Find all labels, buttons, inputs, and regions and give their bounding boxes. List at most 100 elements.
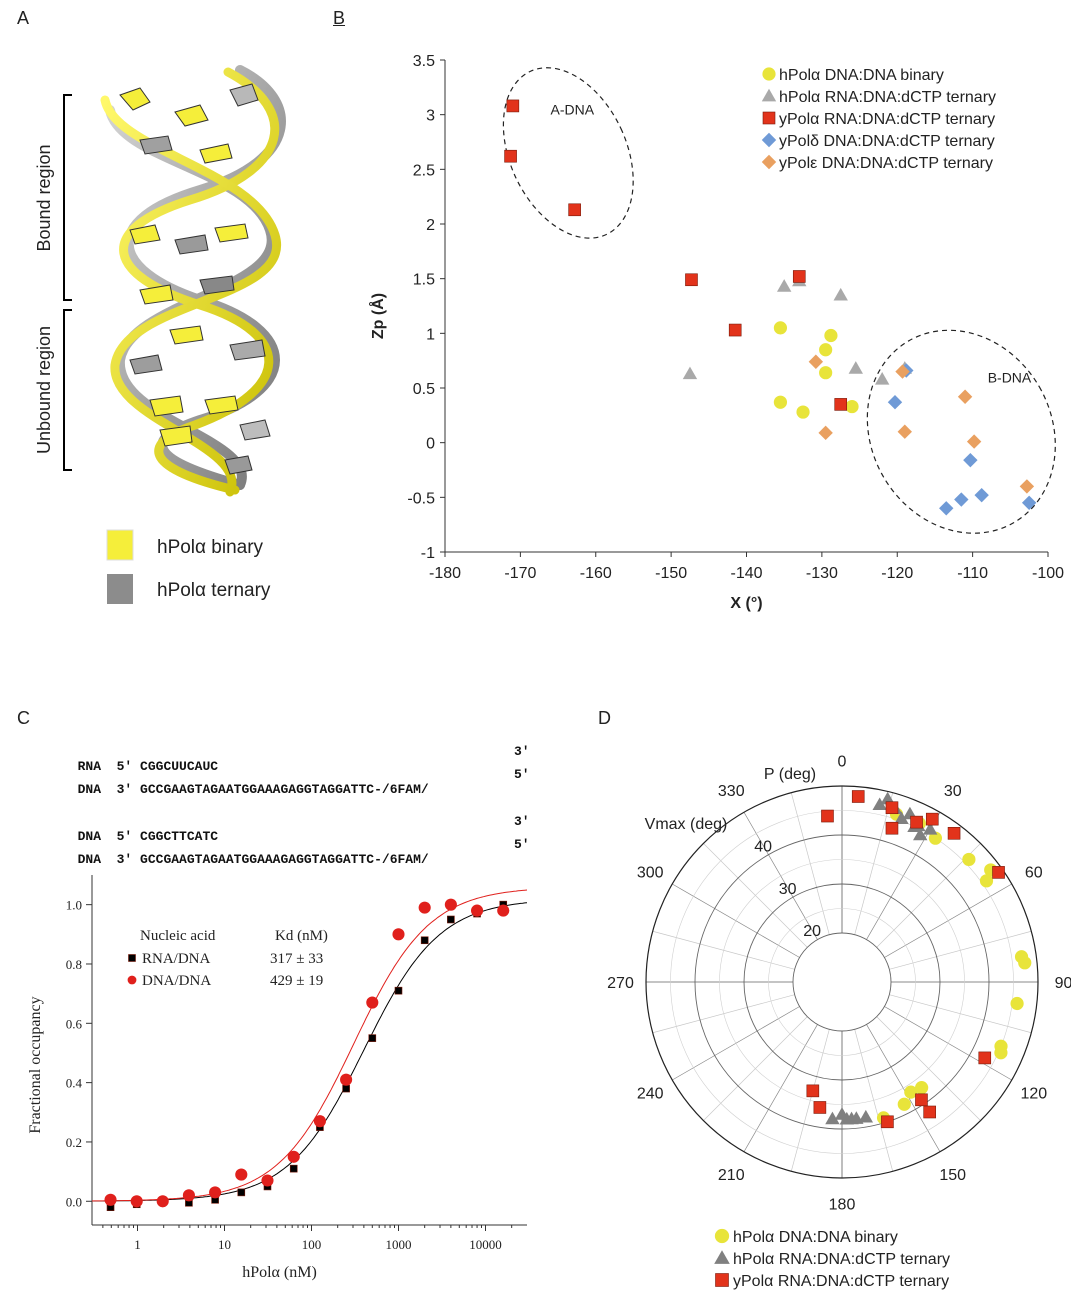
legend-swatch-ternary xyxy=(107,574,133,604)
legend-label: RNA/DNA xyxy=(142,951,211,967)
sequence-line-4: DNA 3′ GCCGAAGTAGAATGGAAAGAGGTAGGATTC-/6… xyxy=(62,837,429,867)
x-tick-label: -110 xyxy=(957,565,988,582)
data-point xyxy=(994,1046,1008,1060)
data-point xyxy=(182,1189,195,1202)
angle-tick-label: 60 xyxy=(1025,864,1043,881)
legend-label: hPolα RNA:DNA:dCTP ternary xyxy=(733,1251,950,1268)
data-point xyxy=(834,1107,850,1120)
data-point xyxy=(966,434,982,449)
data-point xyxy=(928,831,943,845)
data-point xyxy=(808,354,824,369)
data-point xyxy=(444,898,457,911)
legend-swatch-binary xyxy=(106,529,134,561)
data-point xyxy=(366,996,379,1009)
x-tick-label: 10000 xyxy=(469,1237,502,1252)
data-point xyxy=(340,1073,353,1086)
data-point xyxy=(897,1097,911,1111)
strand-end-left: 3′ xyxy=(116,852,133,867)
y-tick-label: 2 xyxy=(426,217,435,234)
data-point xyxy=(923,822,938,835)
panel-a-legend: hPolα binary hPolα ternary xyxy=(106,529,271,604)
x-tick-label: -120 xyxy=(881,565,913,582)
polar-minor-ring xyxy=(719,859,965,1105)
legend-marker xyxy=(761,88,777,102)
sequence-end-1: 3′ xyxy=(514,744,530,759)
data-point xyxy=(313,1115,326,1128)
data-point xyxy=(872,797,887,811)
angle-tick-label: 210 xyxy=(718,1167,745,1184)
strand-end-left: 5′ xyxy=(116,759,133,774)
legend-label: DNA/DNA xyxy=(142,973,211,989)
angle-axis-title: P (deg) xyxy=(764,766,816,783)
dna-structure-illustration xyxy=(100,65,286,497)
data-point xyxy=(685,273,698,287)
data-point xyxy=(1010,996,1024,1011)
strand-label: DNA xyxy=(77,852,102,867)
data-point xyxy=(845,399,859,414)
data-point xyxy=(962,852,976,867)
data-point xyxy=(963,452,978,468)
legend-label-binary: hPolα binary xyxy=(157,537,264,558)
polar-outer-ring xyxy=(645,785,1039,1179)
legend-marker xyxy=(714,1250,730,1264)
b-dna-annotation: B-DNA xyxy=(988,370,1032,386)
sequence-text: CGGCUUCAUC xyxy=(140,759,219,774)
data-point xyxy=(342,1084,350,1093)
data-point xyxy=(1018,956,1032,970)
data-point xyxy=(939,501,954,516)
data-point xyxy=(904,1085,918,1099)
sequence-line-1: RNA 5′ CGGCUUCAUC xyxy=(62,744,218,774)
panel-label-c: C xyxy=(17,708,30,728)
data-point xyxy=(818,425,833,441)
legend-marker xyxy=(127,975,137,985)
data-point xyxy=(897,424,912,439)
data-point xyxy=(825,1111,840,1125)
data-point xyxy=(858,1109,874,1123)
x-axis-title: X (°) xyxy=(730,595,762,612)
sequence-text: GCCGAAGTAGAATGGAAAGAGGTAGGATTC-/6FAM/ xyxy=(140,852,429,867)
radius-tick-label: 30 xyxy=(779,881,797,898)
data-point xyxy=(568,203,581,217)
y-tick-label: 0.5 xyxy=(413,381,435,398)
x-tick-label: 1000 xyxy=(385,1237,411,1252)
data-point xyxy=(368,1034,377,1042)
x-tick-label: -180 xyxy=(429,565,461,582)
data-point xyxy=(418,901,431,914)
data-point xyxy=(104,1193,117,1206)
data-point xyxy=(156,1195,169,1208)
sequence-line-3: DNA 5′ CGGCTTCATC xyxy=(62,814,218,844)
sequence-end-2: 5′ xyxy=(514,767,530,782)
strand-end-left: 3′ xyxy=(116,782,133,797)
data-point xyxy=(394,986,403,995)
sequence-end-4: 5′ xyxy=(514,837,530,852)
legend-label: yPolε DNA:DNA:dCTP ternary xyxy=(779,155,993,172)
legend-marker xyxy=(128,954,136,962)
sequence-text: CGGCTTCATC xyxy=(140,829,219,844)
strand-end-left: 5′ xyxy=(116,829,133,844)
data-point xyxy=(824,328,838,343)
chart-c: 1 10 100 1000 10000 0.0 0.2 0.4 0.6 0.8 1.0 hPolα (… xyxy=(27,875,528,1281)
legend-label: yPolα RNA:DNA:dCTP ternary xyxy=(779,111,995,128)
data-point xyxy=(497,904,510,917)
angle-tick-label: 150 xyxy=(939,1167,966,1184)
data-point xyxy=(885,821,899,835)
angle-tick-label: 30 xyxy=(944,783,962,800)
data-point xyxy=(237,1188,246,1197)
legend-marker xyxy=(761,154,777,170)
data-point xyxy=(682,366,698,380)
y-tick-label: -0.5 xyxy=(407,490,435,507)
angle-tick-label: 240 xyxy=(637,1086,664,1103)
x-axis-title: hPolα (nM) xyxy=(242,1264,317,1281)
data-point xyxy=(813,1101,827,1114)
unbound-region-label: Unbound region xyxy=(34,326,54,454)
polar-minor-ring xyxy=(670,810,1014,1154)
angle-tick-label: 0 xyxy=(838,754,847,771)
polar-ring xyxy=(792,932,892,1032)
data-point xyxy=(261,1174,274,1187)
x-tick-label: -150 xyxy=(655,565,687,582)
data-point xyxy=(925,812,939,826)
x-tick-label: -170 xyxy=(504,565,536,582)
legend-marker xyxy=(762,67,776,81)
data-point xyxy=(130,1195,143,1208)
